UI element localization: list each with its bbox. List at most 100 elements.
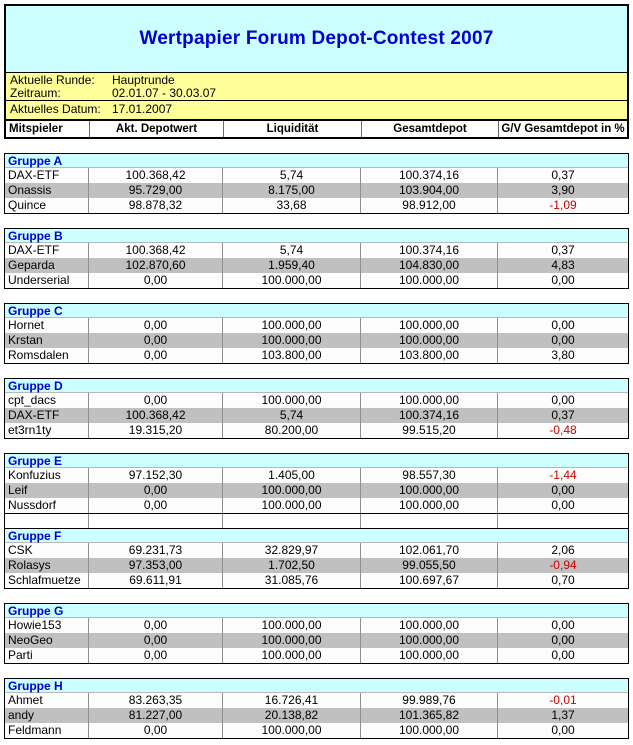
cell-mitspieler: cpt_dacs [5,393,89,408]
cell-depotwert: 98.878,32 [89,198,223,213]
cell-mitspieler: Krstan [5,333,89,348]
cell-depotwert: 19.315,20 [89,423,223,438]
empty-cell [223,514,361,528]
cell-depotwert: 100.368,42 [89,168,223,183]
cell-gesamtdepot: 100.000,00 [361,333,498,348]
cell-gv: -0,94 [549,558,577,572]
cell-mitspieler: Konfuzius [5,468,89,483]
column-header-depotwert: Akt. Depotwert [90,121,224,137]
cell-mitspieler: CSK [5,543,89,558]
group-block: Gruppe H Ahmet 83.263,35 16.726,41 99.98… [4,678,629,739]
table-row: Feldmann 0,00 100.000,00 100.000,00 0,00 [5,723,628,738]
cell-liquiditaet: 20.138,82 [223,708,361,723]
cell-liquiditaet: 100.000,00 [223,483,361,498]
cell-gesamtdepot: 100.000,00 [361,483,498,498]
cell-depotwert: 0,00 [89,723,223,738]
cell-liquiditaet: 100.000,00 [223,498,361,513]
cell-liquiditaet: 1.405,00 [223,468,361,483]
cell-liquiditaet: 103.800,00 [223,348,361,363]
cell-liquiditaet: 5,74 [223,243,361,258]
cell-gv: 0,37 [551,168,575,182]
table-row: Parti 0,00 100.000,00 100.000,00 0,00 [5,648,628,663]
zeitraum-value: 02.01.07 - 30.03.07 [112,86,217,100]
cell-depotwert: 97.353,00 [89,558,223,573]
cell-gv: -1,09 [549,198,577,212]
cell-mitspieler: DAX-ETF [5,243,89,258]
cell-gv: 0,00 [551,333,575,347]
group-list: Gruppe A DAX-ETF 100.368,42 5,74 100.374… [4,153,629,739]
cell-liquiditaet: 80.200,00 [223,423,361,438]
cell-liquiditaet: 33,68 [223,198,361,213]
group-header: Gruppe B [5,229,628,243]
cell-liquiditaet: 5,74 [223,408,361,423]
cell-gesamtdepot: 104.830,00 [361,258,498,273]
column-header-liquiditaet: Liquidität [224,121,362,137]
table-row: Leif 0,00 100.000,00 100.000,00 0,00 [5,483,628,498]
cell-liquiditaet: 100.000,00 [223,723,361,738]
group-block: Gruppe C Hornet 0,00 100.000,00 100.000,… [4,303,629,364]
cell-depotwert: 0,00 [89,273,223,288]
cell-gesamtdepot: 101.365,82 [361,708,498,723]
table-row: et3rn1ty 19.315,20 80.200,00 99.515,20 -… [5,423,628,438]
column-header-mitspieler: Mitspieler [6,121,90,137]
table-row: Schlafmuetze 69.611,91 31.085,76 100.697… [5,573,628,588]
group-block: Gruppe G Howie153 0,00 100.000,00 100.00… [4,603,629,664]
cell-gesamtdepot: 100.374,16 [361,168,498,183]
top-block: Wertpapier Forum Depot-Contest 2007 Aktu… [4,4,629,139]
cell-liquiditaet: 100.000,00 [223,333,361,348]
cell-depotwert: 0,00 [89,618,223,633]
cell-depotwert: 69.611,91 [89,573,223,588]
cell-depotwert: 100.368,42 [89,408,223,423]
cell-gv: 3,80 [551,348,575,362]
cell-liquiditaet: 100.000,00 [223,648,361,663]
cell-mitspieler: Howie153 [5,618,89,633]
cell-gesamtdepot: 103.800,00 [361,348,498,363]
cell-depotwert: 100.368,42 [89,243,223,258]
cell-gesamtdepot: 100.000,00 [361,723,498,738]
cell-gesamtdepot: 98.557,30 [361,468,498,483]
cell-gv: 3,90 [551,183,575,197]
cell-mitspieler: Feldmann [5,723,89,738]
cell-liquiditaet: 100.000,00 [223,273,361,288]
cell-mitspieler: Parti [5,648,89,663]
aktuelles-datum-label: Aktuelles Datum: [10,102,101,116]
column-header-gesamtdepot: Gesamtdepot [362,121,499,137]
cell-depotwert: 95.729,00 [89,183,223,198]
cell-mitspieler: NeoGeo [5,633,89,648]
group-name: Gruppe G [8,604,64,618]
cell-gv: 0,00 [551,498,575,512]
group-name: Gruppe E [8,454,63,468]
info-row-aktuelles-datum: Aktuelles Datum: 17.01.2007 [10,103,627,116]
table-row: cpt_dacs 0,00 100.000,00 100.000,00 0,00 [5,393,628,408]
cell-mitspieler: Nussdorf [5,498,89,513]
group-header: Gruppe D [5,379,628,393]
aktuelle-runde-value: Hauptrunde [112,73,175,87]
cell-depotwert: 0,00 [89,333,223,348]
group-header: Gruppe G [5,604,628,618]
table-row: Konfuzius 97.152,30 1.405,00 98.557,30 -… [5,468,628,483]
group-header: Gruppe E [5,454,628,468]
cell-depotwert: 69.231,73 [89,543,223,558]
cell-depotwert: 83.263,35 [89,693,223,708]
cell-mitspieler: Romsdalen [5,348,89,363]
cell-depotwert: 97.152,30 [89,468,223,483]
cell-mitspieler: andy [5,708,89,723]
cell-gv: 0,37 [551,408,575,422]
cell-mitspieler: DAX-ETF [5,408,89,423]
table-row: NeoGeo 0,00 100.000,00 100.000,00 0,00 [5,633,628,648]
cell-gesamtdepot: 100.000,00 [361,273,498,288]
group-block: Gruppe E Konfuzius 97.152,30 1.405,00 98… [4,453,629,514]
info-row-zeitraum: Zeitraum: 02.01.07 - 30.03.07 [10,87,627,100]
aktuelle-runde-label: Aktuelle Runde: [10,73,95,87]
cell-liquiditaet: 100.000,00 [223,618,361,633]
cell-gesamtdepot: 99.055,50 [361,558,498,573]
cell-depotwert: 0,00 [89,318,223,333]
cell-liquiditaet: 100.000,00 [223,633,361,648]
table-row: Onassis 95.729,00 8.175,00 103.904,00 3,… [5,183,628,198]
table-row: andy 81.227,00 20.138,82 101.365,82 1,37 [5,708,628,723]
title-band: Wertpapier Forum Depot-Contest 2007 [6,6,627,73]
table-row: Geparda 102.870,60 1.959,40 104.830,00 4… [5,258,628,273]
cell-gesamtdepot: 102.061,70 [361,543,498,558]
cell-mitspieler: Leif [5,483,89,498]
info-band-round: Aktuelle Runde: Hauptrunde Zeitraum: 02.… [6,73,627,101]
